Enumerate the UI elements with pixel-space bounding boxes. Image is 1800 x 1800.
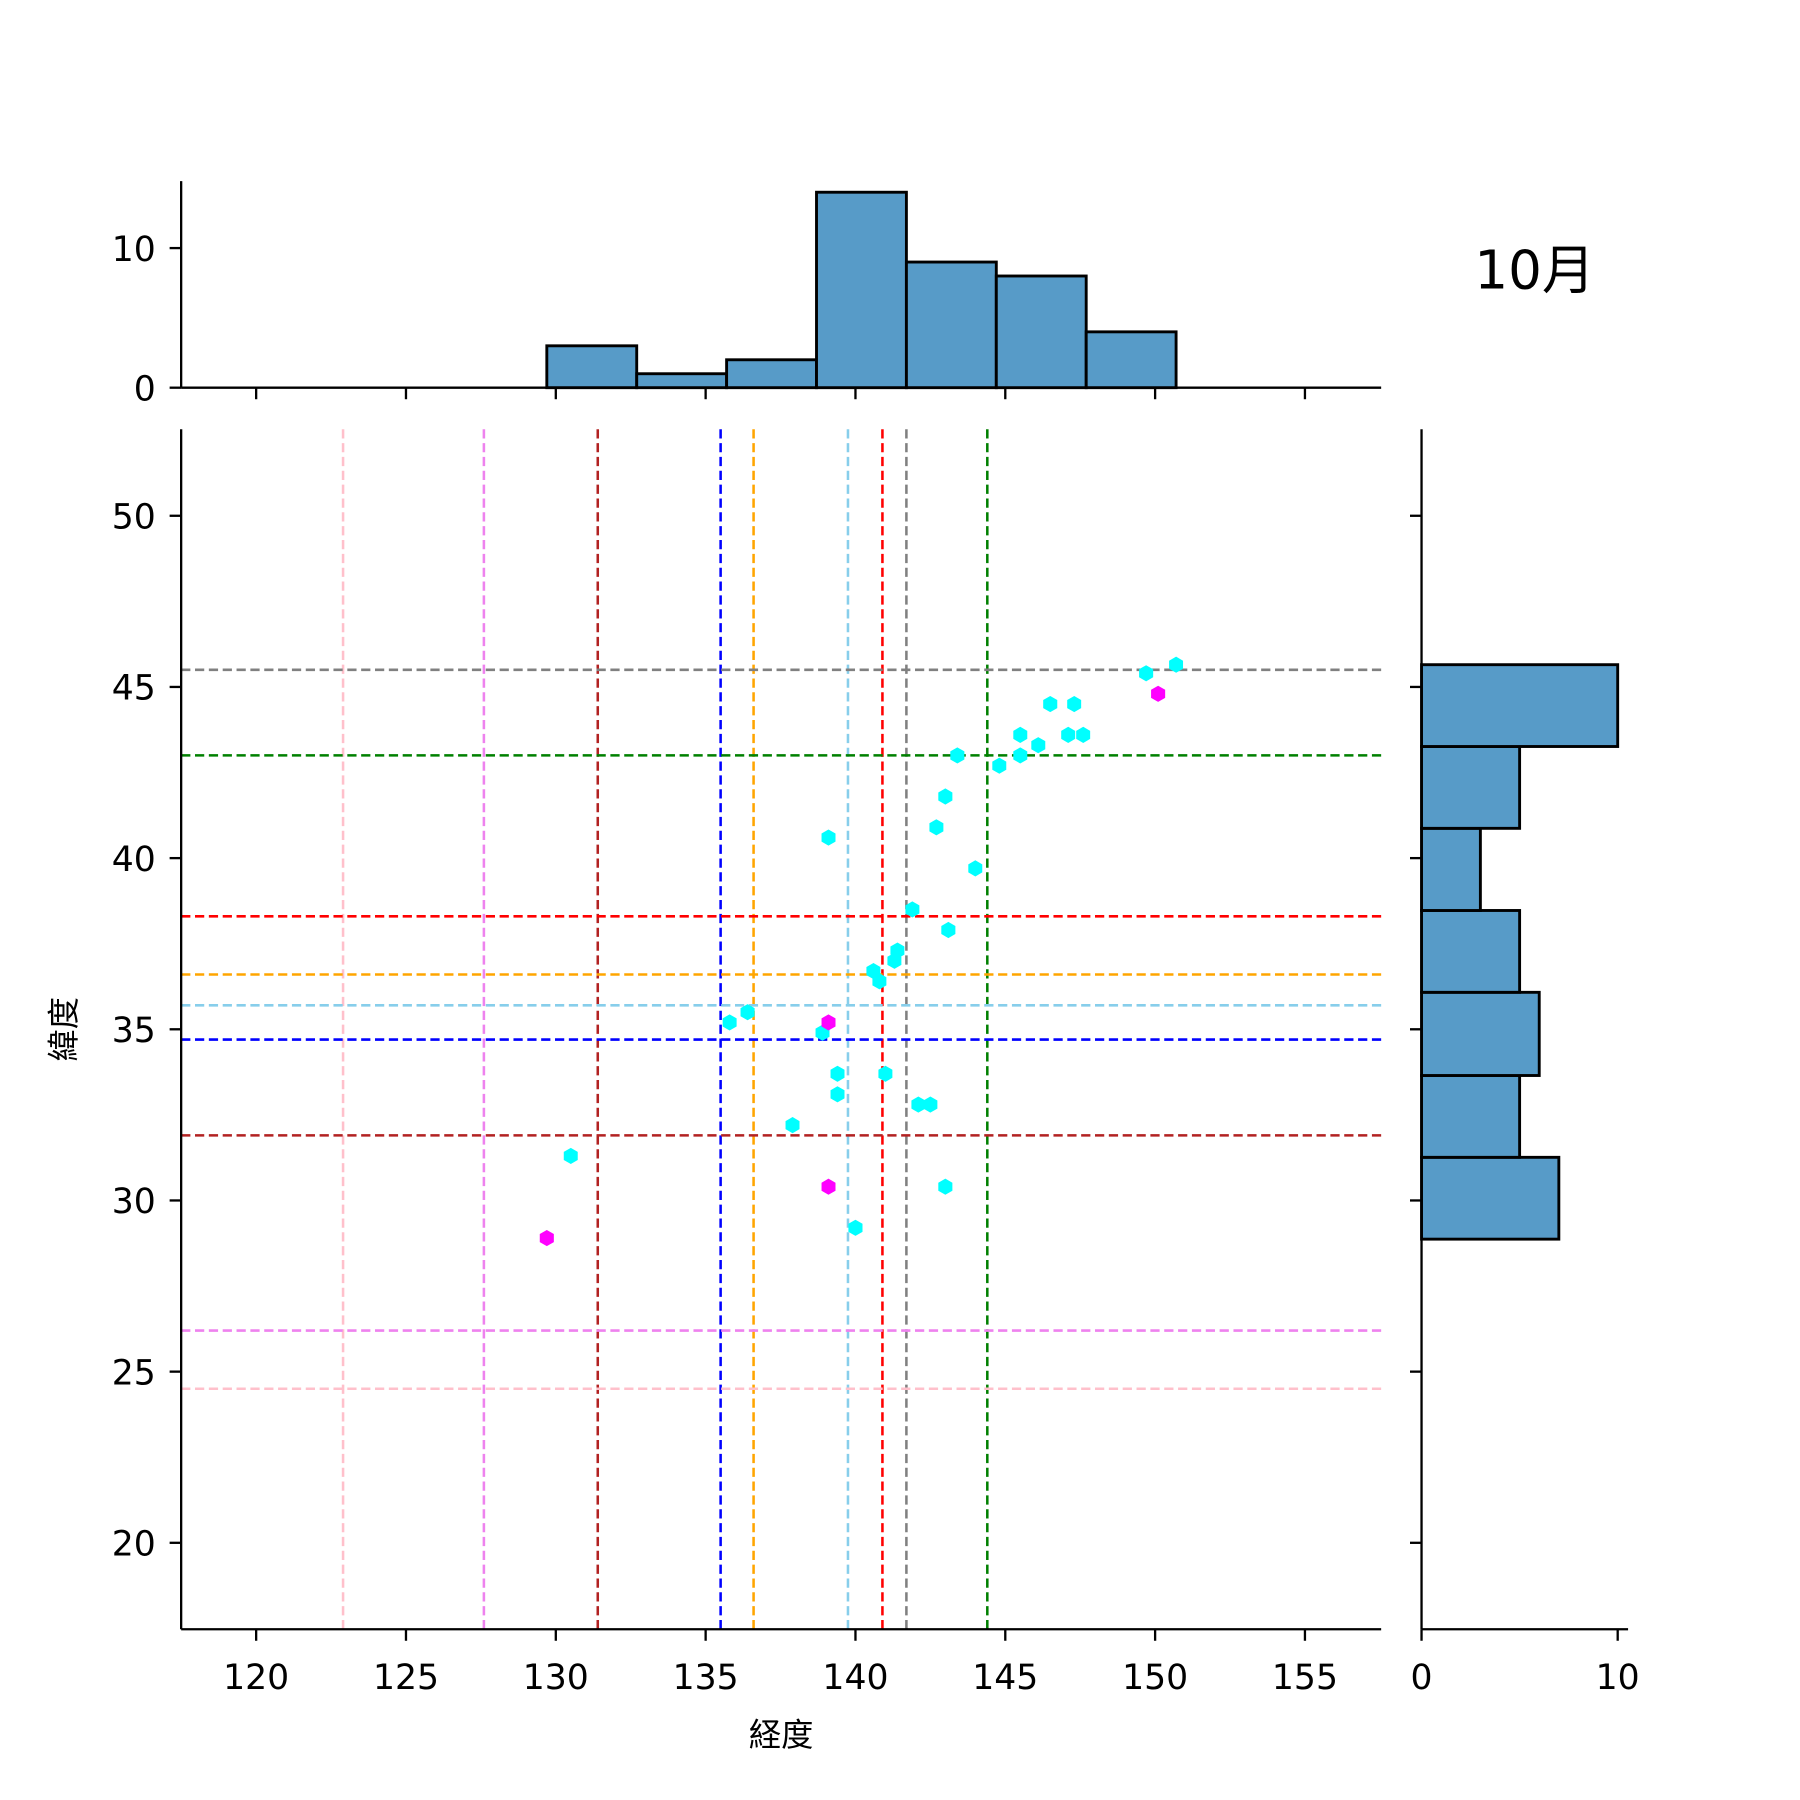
data-point-cyan — [830, 1065, 845, 1082]
x-axis-label: 経度 — [749, 1716, 814, 1754]
data-point-cyan — [878, 1065, 893, 1082]
chart-title: 10月 — [1474, 239, 1595, 301]
data-point-cyan — [821, 829, 836, 846]
y-tick-label: 50 — [112, 497, 156, 537]
data-point-cyan — [968, 860, 983, 877]
histogram-bar — [904, 260, 998, 390]
right-histogram: 0 10 — [1409, 429, 1640, 1698]
data-point-cyan — [911, 1096, 926, 1113]
data-point-cyan — [1061, 726, 1076, 743]
x-tick-label: 145 — [972, 1658, 1038, 1698]
data-point-cyan — [563, 1147, 578, 1164]
data-point-cyan — [830, 1086, 845, 1103]
data-point-magenta — [539, 1230, 554, 1247]
top-hist-y-tick-label: 10 — [112, 230, 156, 270]
data-point-cyan — [722, 1014, 737, 1031]
x-tick-label: 135 — [673, 1658, 739, 1698]
data-point-cyan — [740, 1004, 755, 1021]
y-tick-label: 45 — [112, 669, 156, 709]
x-tick-label: 120 — [223, 1658, 289, 1698]
histogram-bar — [1420, 990, 1541, 1077]
data-point-cyan — [938, 788, 953, 805]
x-tick-label: 155 — [1272, 1658, 1338, 1698]
y-tick-label: 30 — [112, 1182, 156, 1222]
histogram-bar — [725, 358, 818, 390]
data-point-cyan — [950, 747, 965, 764]
y-tick-label: 20 — [112, 1525, 156, 1565]
data-point-cyan — [1169, 656, 1184, 673]
data-point-cyan — [1067, 696, 1082, 713]
main-scatter-axes: 120 125 130 135 140 145 150 155 20 25 30 35 40 45 50 — [112, 429, 1382, 1698]
x-tick-label: 130 — [523, 1658, 589, 1698]
right-hist-x-tick-label: 0 — [1411, 1658, 1433, 1698]
data-point-cyan — [1013, 747, 1028, 764]
data-point-cyan — [905, 901, 920, 918]
histogram-bar — [635, 372, 729, 390]
data-point-cyan — [1076, 726, 1091, 743]
histogram-bar — [1420, 1155, 1561, 1241]
y-axis-label: 緯度 — [45, 997, 83, 1062]
histogram-bar — [1420, 663, 1620, 748]
histogram-bar — [994, 274, 1088, 390]
data-point-cyan — [1139, 665, 1154, 682]
data-point-magenta — [821, 1014, 836, 1031]
data-point-cyan — [941, 921, 956, 939]
top-hist-y-tick-label: 0 — [134, 369, 156, 409]
data-point-cyan — [1013, 726, 1028, 743]
histogram-bar — [1420, 1074, 1522, 1159]
histogram-bar — [1420, 909, 1522, 994]
data-point-cyan — [785, 1117, 800, 1134]
data-point-cyan — [938, 1178, 953, 1195]
x-tick-label: 125 — [373, 1658, 439, 1698]
data-point-cyan — [923, 1096, 938, 1113]
data-point-cyan — [1043, 696, 1058, 713]
x-tick-label: 140 — [822, 1658, 888, 1698]
data-point-cyan — [929, 819, 944, 836]
histogram-bar — [1084, 330, 1178, 390]
data-point-cyan — [887, 952, 902, 969]
data-point-magenta — [1151, 685, 1166, 702]
data-point-magenta — [821, 1178, 836, 1195]
histogram-bar — [1420, 826, 1482, 912]
data-point-cyan — [1031, 737, 1046, 754]
y-tick-label: 35 — [112, 1011, 156, 1051]
right-hist-x-tick-label: 10 — [1596, 1658, 1640, 1698]
y-tick-label: 40 — [112, 840, 156, 880]
histogram-bar — [815, 190, 908, 390]
data-point-cyan — [992, 757, 1007, 774]
data-point-cyan — [872, 973, 887, 990]
histogram-bar — [545, 344, 639, 390]
top-histogram: 0 10 — [112, 181, 1382, 409]
y-tick-label: 25 — [112, 1353, 156, 1393]
data-point-cyan — [848, 1219, 863, 1236]
histogram-bar — [1420, 745, 1522, 830]
x-tick-label: 150 — [1122, 1658, 1188, 1698]
